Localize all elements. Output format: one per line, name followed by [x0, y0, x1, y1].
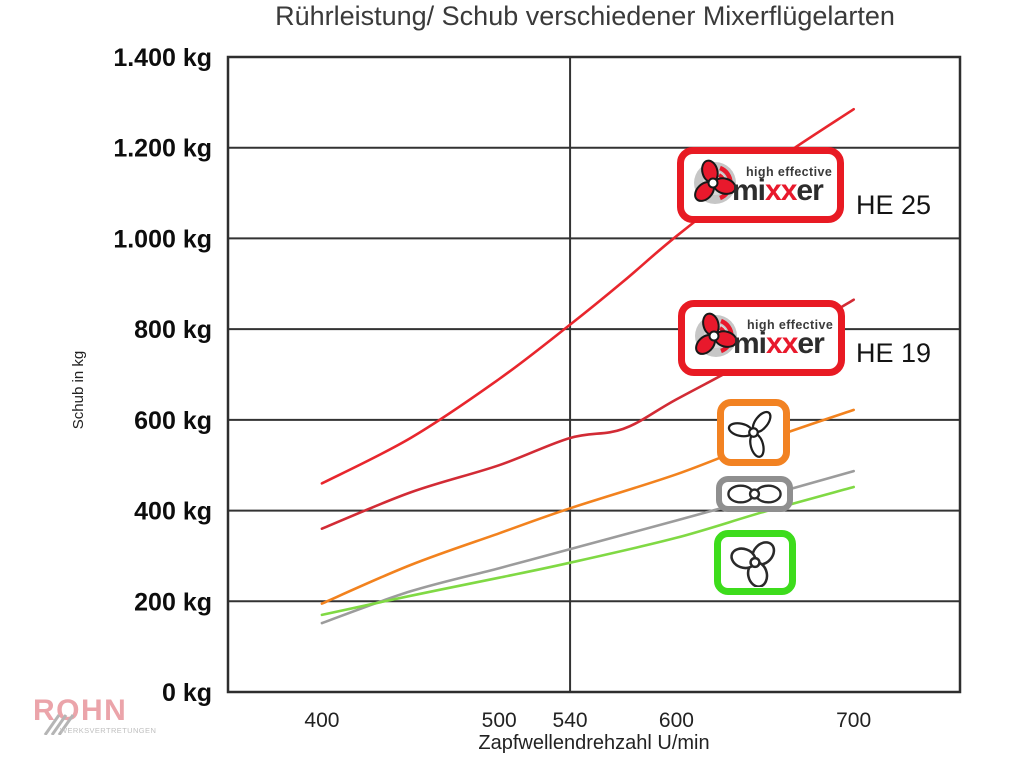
brand-word-part: er [796, 173, 823, 207]
brand-wordmark: mixxer [732, 175, 832, 205]
brand-tagline: high effective [746, 165, 833, 180]
gray-propeller-icon [727, 484, 782, 504]
x-tick-label: 540 [553, 709, 588, 732]
y-tick-label: 0 kg [162, 679, 212, 707]
mixxer-propeller-logo-icon [695, 312, 738, 357]
mixxer-propeller-logo-icon [694, 159, 737, 204]
x-tick-label: 600 [659, 709, 694, 732]
y-tick-label: 1.200 kg [113, 135, 212, 163]
y-tick-label: 1.000 kg [113, 225, 212, 253]
x-tick-label: 400 [304, 709, 339, 732]
green-propeller-icon [730, 541, 776, 587]
brand-tagline: high effective [747, 318, 834, 333]
series-label-he19: HE 19 [856, 338, 932, 368]
rohn-logo-name: ROHN [33, 694, 128, 727]
y-tick-label: 1.400 kg [113, 44, 212, 72]
brand-word-part: er [797, 326, 824, 360]
x-tick-label: 700 [836, 709, 871, 732]
orange-propeller-legend-box [717, 399, 790, 466]
y-tick-label: 600 kg [134, 407, 212, 435]
y-axis-title: Schub in kg [70, 350, 87, 430]
rohn-logo: ROHN WERKSVERTRETUNGEN [33, 696, 163, 746]
brand-word-part: mi [732, 173, 766, 207]
mixxer-badge-he25: high effective mixxer [677, 147, 844, 223]
brand-wordmark: mixxer [733, 328, 833, 358]
orange-propeller-icon [727, 410, 772, 458]
y-tick-label: 400 kg [134, 498, 212, 526]
series-label-he25: HE 25 [856, 190, 932, 220]
rohn-stripes-icon [43, 714, 75, 735]
x-axis-title: Zapfwellendrehzahl U/min [478, 732, 710, 754]
gray-propeller-legend-box [716, 476, 793, 512]
green-propeller-legend-box [714, 530, 796, 595]
mixxer-badge-he19: high effective mixxer [678, 300, 845, 376]
y-tick-label: 200 kg [134, 588, 212, 616]
brand-word-part: mi [733, 326, 767, 360]
plot-border [226, 55, 962, 694]
brand-word-part: xx [766, 326, 798, 360]
brand-word-part: xx [765, 173, 797, 207]
x-tick-label: 500 [482, 709, 517, 732]
y-tick-label: 800 kg [134, 316, 212, 344]
chart-title: Rührleistung/ Schub verschiedener Mixerf… [275, 1, 895, 31]
rohn-logo-subtitle: WERKSVERTRETUNGEN [60, 726, 157, 735]
